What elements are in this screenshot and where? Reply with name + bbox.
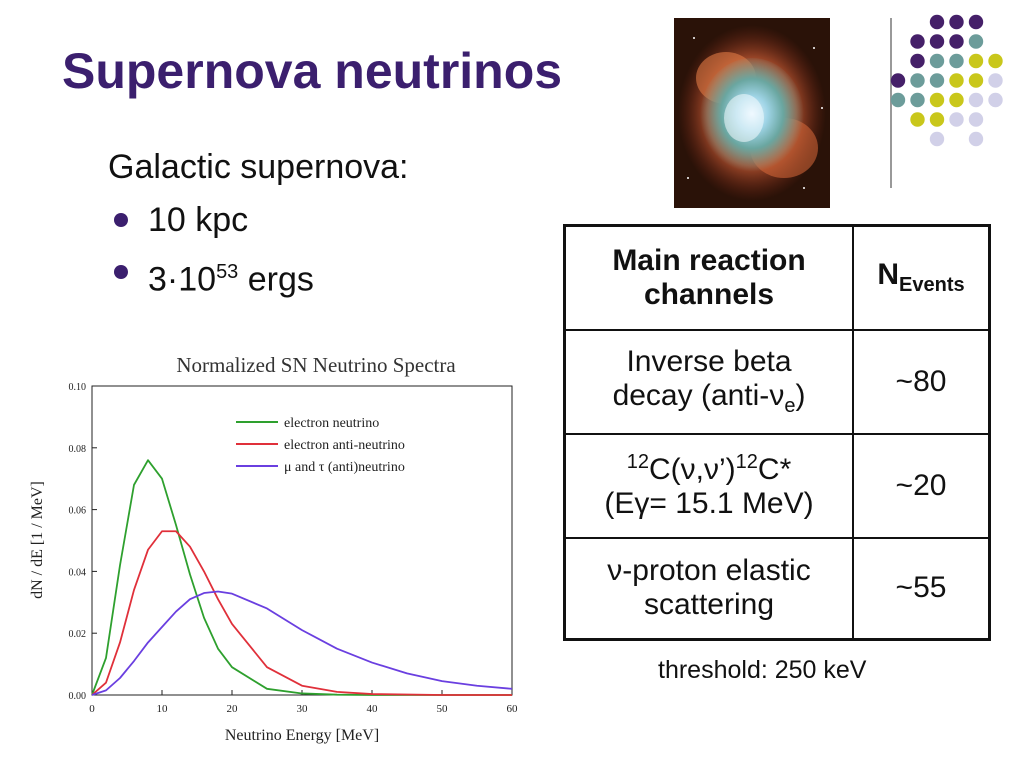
subtitle: Galactic supernova:: [108, 148, 409, 186]
decor-dot: [968, 73, 984, 88]
events-proton-elastic: ~55: [852, 536, 991, 641]
table-header-row: Main reaction channels NEvents: [563, 224, 991, 331]
decor-dot: [988, 53, 1003, 69]
x-axis-label: Neutrino Energy [MeV]: [225, 727, 379, 744]
channel-proton-elastic: ν-proton elastic scattering: [563, 536, 854, 641]
decor-dot: [929, 92, 945, 108]
decor-dot: [929, 112, 945, 127]
x-tick-label: 50: [437, 703, 449, 715]
events-carbon: ~20: [852, 432, 991, 539]
decor-divider: [890, 18, 892, 188]
decor-dot: [968, 14, 984, 30]
decor-dot: [910, 73, 925, 88]
decor-dot: [910, 53, 925, 69]
decor-dot: [949, 53, 964, 69]
bullet-dot-icon: [114, 213, 128, 227]
decor-dot: [910, 92, 925, 108]
x-tick-label: 40: [367, 703, 379, 715]
y-tick-label: 0.10: [69, 382, 87, 393]
y-tick-label: 0.02: [69, 629, 87, 640]
bullet-energy-exponent: 53: [216, 261, 239, 283]
y-axis-label: dN / dE [1 / MeV]: [29, 481, 46, 599]
y-tick-label: 0.04: [69, 567, 87, 578]
events-inverse-beta: ~80: [852, 328, 991, 435]
x-tick-label: 0: [89, 703, 95, 715]
x-tick-label: 10: [157, 703, 169, 715]
bullet-energy-base: 3·10: [148, 260, 217, 299]
decor-dot: [968, 131, 984, 147]
legend-label: μ and τ (anti)neutrino: [284, 460, 405, 475]
header-events: NEvents: [852, 224, 991, 331]
series-line-0: [91, 459, 512, 696]
chart-title: Normalized SN Neutrino Spectra: [176, 353, 456, 377]
decor-dot: [929, 34, 945, 49]
decor-dot: [949, 92, 964, 108]
decor-dot: [929, 53, 945, 69]
y-tick-label: 0.00: [69, 691, 87, 702]
bullet-list: 10 kpc 3·1053 ergs: [110, 198, 314, 302]
bullet-distance-text: 10 kpc: [148, 201, 249, 239]
decor-dot: [968, 34, 984, 49]
crab-nebula-image: [674, 18, 830, 208]
decor-dot: [988, 73, 1003, 88]
bullet-distance: 10 kpc: [110, 198, 314, 250]
decor-dot: [929, 131, 945, 147]
decor-dot: [890, 92, 906, 108]
slide-title: Supernova neutrinos: [62, 43, 563, 99]
bullet-energy: 3·1053 ergs: [110, 250, 314, 302]
y-tick-label: 0.06: [69, 506, 87, 517]
bullet-energy-unit: ergs: [238, 260, 314, 299]
header-channels: Main reaction channels: [563, 224, 854, 331]
table-row: 12C(ν,ν’)12C* (Eγ= 15.1 MeV) ~20: [563, 432, 991, 539]
series-line-1: [91, 530, 512, 696]
decor-dot: [949, 112, 964, 127]
decor-dot: [949, 14, 964, 30]
bullet-dot-icon: [114, 265, 128, 279]
decor-dot: [968, 92, 984, 108]
decor-dot: [890, 73, 906, 88]
threshold-note: threshold: 250 keV: [658, 656, 867, 684]
y-tick-label: 0.08: [69, 444, 87, 455]
x-tick-label: 60: [507, 703, 519, 715]
decor-dot: [910, 112, 925, 127]
decor-dot: [988, 92, 1003, 108]
spectra-chart: Normalized SN Neutrino Spectra 0.00 0.02 0…: [29, 353, 519, 744]
decor-dot: [929, 14, 945, 30]
channel-carbon: 12C(ν,ν’)12C* (Eγ= 15.1 MeV): [563, 432, 854, 539]
series-line-2: [91, 590, 513, 696]
decor-dot: [968, 112, 984, 127]
legend-label: electron neutrino: [284, 416, 379, 431]
x-tick-label: 20: [227, 703, 239, 715]
legend-label: electron anti-neutrino: [284, 438, 405, 453]
decor-dot: [910, 34, 925, 49]
decor-dot: [968, 53, 984, 69]
decor-dot: [929, 73, 945, 88]
table-row: Inverse beta decay (anti-νe) ~80: [563, 328, 991, 435]
decor-dot: [949, 73, 964, 88]
reaction-table: Main reaction channels NEvents Inverse be…: [563, 224, 991, 641]
channel-inverse-beta: Inverse beta decay (anti-νe): [563, 328, 854, 435]
x-tick-label: 30: [297, 703, 309, 715]
decor-dot: [949, 34, 964, 49]
table-row: ν-proton elastic scattering ~55: [563, 536, 991, 641]
